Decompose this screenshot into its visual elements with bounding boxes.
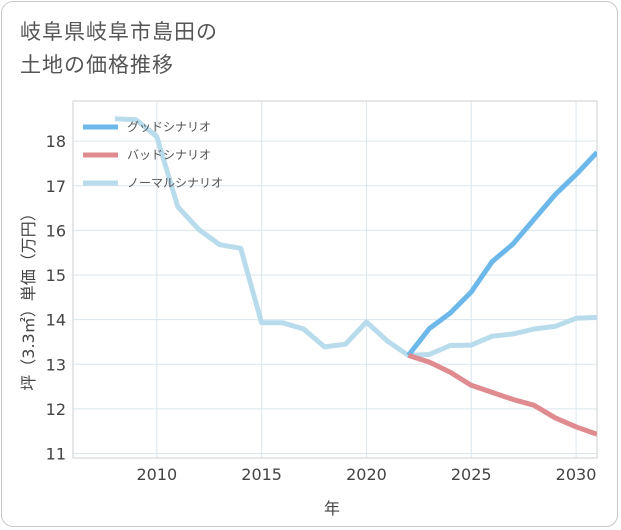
x-tick-label: 2010 (136, 465, 177, 484)
x-axis-title: 年 (324, 499, 340, 518)
y-tick-label: 16 (46, 221, 66, 240)
legend-label: ノーマルシナリオ (127, 176, 223, 190)
x-tick-label: 2015 (241, 465, 282, 484)
series-line-1 (407, 353, 597, 437)
y-tick-label: 12 (46, 400, 66, 419)
y-tick-label: 17 (46, 177, 66, 196)
y-tick-label: 11 (46, 445, 66, 464)
series-lines (114, 116, 597, 437)
plot-frame (72, 100, 598, 459)
series-line-2 (114, 116, 597, 358)
y-tick-label: 18 (46, 132, 66, 151)
title-line-2: 土地の価格推移 (20, 53, 174, 77)
series-line-0 (406, 150, 597, 357)
axis-ticks: 2010 2015 2020 2025 2030 11 12 13 14 15 16 17 18 (46, 132, 597, 484)
grid-lines (73, 101, 597, 458)
y-axis-title: 坪（3.3㎡）単価（万円） (19, 205, 38, 390)
legend-label: グッドシナリオ (127, 120, 211, 134)
legend-label: バッドシナリオ (127, 148, 211, 162)
chart-title: 岐阜県岐阜市島田の 土地の価格推移 (20, 16, 218, 82)
x-tick-label: 2020 (346, 465, 387, 484)
x-tick-label: 2030 (556, 465, 597, 484)
y-tick-label: 15 (46, 266, 66, 285)
x-tick-label: 2025 (451, 465, 492, 484)
y-tick-label: 14 (46, 311, 66, 330)
y-tick-label: 13 (46, 355, 66, 374)
title-line-1: 岐阜県岐阜市島田の (20, 20, 218, 44)
